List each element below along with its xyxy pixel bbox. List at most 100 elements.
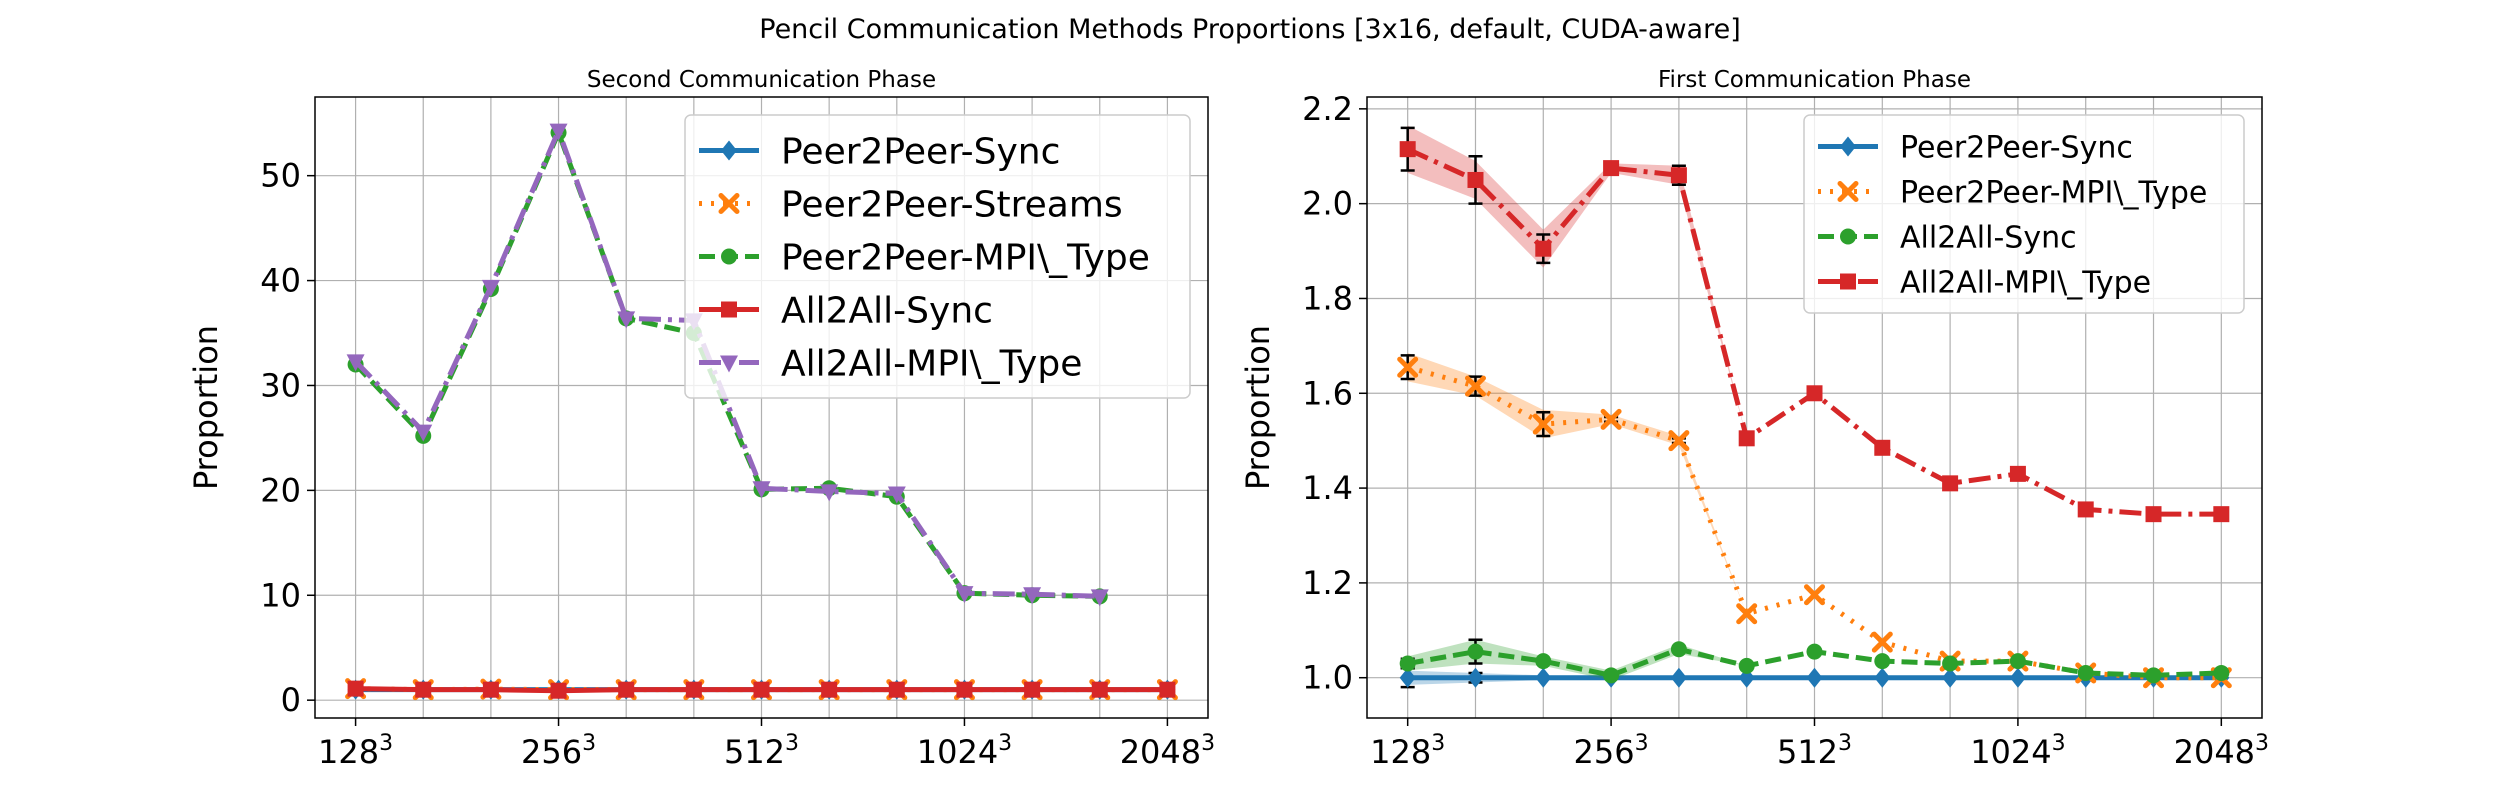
legend: Peer2Peer-Sync Peer2Peer-Streams Peer2Peer…: [684, 114, 1191, 399]
data-point: [346, 354, 365, 372]
legend-marker: [718, 193, 740, 214]
x-tick-label: 5123: [724, 731, 799, 771]
chart-title: Second Communication Phase: [587, 67, 936, 93]
data-point: [347, 680, 364, 697]
series-line: [353, 123, 1100, 599]
data-point: [1668, 430, 1690, 452]
x-tick-label: 20483: [1120, 731, 1215, 771]
legend-marker: [721, 248, 737, 265]
y-tick-label: 20: [260, 471, 301, 509]
data-point: [1670, 167, 1687, 184]
legend-item: Peer2Peer-Streams: [699, 184, 1123, 225]
series-band: [1407, 639, 2222, 681]
legend-label: All2All-Sync: [781, 290, 993, 331]
data-point: [1090, 589, 1109, 607]
legend-label: Peer2Peer-Sync: [1900, 130, 2133, 165]
data-point: [956, 681, 973, 698]
legend-box: [684, 114, 1191, 399]
data-point: [1399, 141, 1416, 158]
data-point: [1942, 475, 1959, 492]
data-point: [1091, 681, 1108, 698]
second-phase-chart: 0 10 20 30 40 50 1283 2563 5123 10243 20483 Second …: [187, 67, 1215, 771]
x-tick-label: 10243: [917, 731, 1012, 771]
data-point: [415, 681, 432, 698]
data-point: [1603, 667, 1620, 684]
data-point: [1399, 655, 1416, 672]
legend: Peer2Peer-Sync Peer2Peer-MPI\_Type All2All…: [1803, 114, 2245, 314]
plot-area: [1397, 125, 2232, 689]
data-point: [1738, 657, 1755, 674]
y-tick-label: 1.2: [1302, 564, 1353, 602]
y-tick-label: 1.8: [1302, 279, 1353, 317]
x-tick-label: 1283: [1370, 731, 1445, 771]
y-tick-label: 2.0: [1302, 185, 1353, 223]
data-point: [1399, 667, 1416, 688]
series-2: [1399, 638, 2230, 684]
legend-marker: [1840, 228, 1856, 245]
legend-marker: [720, 355, 738, 373]
data-point: [1024, 681, 1041, 698]
legend-marker: [1840, 136, 1856, 157]
data-point: [2077, 501, 2094, 518]
data-point: [1603, 160, 1620, 177]
data-point: [1871, 631, 1893, 653]
legend-box: [1803, 114, 2245, 314]
data-point: [887, 486, 906, 504]
legend-label: All2All-Sync: [1900, 220, 2077, 255]
data-point: [820, 484, 839, 502]
series-line: [353, 125, 1100, 599]
data-point: [2009, 667, 2026, 688]
legend-label: Peer2Peer-MPI\_Type: [781, 237, 1150, 278]
data-point: [2009, 465, 2026, 482]
data-point: [549, 123, 568, 141]
legend-marker: [721, 140, 737, 161]
y-tick-label: 2.2: [1302, 90, 1353, 128]
y-tick-label: 30: [260, 366, 301, 404]
series-3: [1399, 125, 2230, 523]
plot-area: [345, 123, 1178, 701]
series-0: [1399, 666, 2230, 689]
data-point: [1467, 667, 1484, 688]
data-point: [1535, 653, 1552, 670]
legend-label: Peer2Peer-MPI\_Type: [1900, 175, 2207, 210]
y-tick-label: 10: [260, 576, 301, 614]
data-point: [1738, 430, 1755, 447]
y-axis-label: Proportion: [187, 325, 225, 490]
data-point: [1874, 667, 1891, 688]
legend-item: All2All-Sync: [1818, 220, 2077, 255]
data-point: [1806, 385, 1823, 402]
legend-item: All2All-MPI\_Type: [1818, 265, 2151, 300]
x-tick-label: 20483: [2174, 731, 2269, 771]
data-point: [2213, 664, 2230, 681]
data-point: [1600, 408, 1622, 430]
y-tick-label: 1.6: [1302, 374, 1353, 412]
data-point: [2077, 664, 2094, 681]
data-point: [2213, 506, 2230, 523]
legend-label: All2All-MPI\_Type: [781, 343, 1082, 384]
x-tick-label: 2563: [521, 731, 596, 771]
legend-item: Peer2Peer-MPI\_Type: [1818, 175, 2207, 210]
y-axis-label: Proportion: [1239, 325, 1277, 490]
data-point: [888, 681, 905, 698]
legend-item: Peer2Peer-Sync: [699, 131, 1060, 172]
data-point: [2009, 653, 2026, 670]
legend-item: All2All-MPI\_Type: [699, 343, 1082, 384]
figure-title: Pencil Communication Methods Proportions…: [759, 14, 1741, 45]
data-point: [1670, 667, 1687, 688]
legend-marker: [721, 301, 737, 318]
data-point: [1670, 641, 1687, 658]
x-tick-label: 2563: [1574, 731, 1649, 771]
data-point: [955, 586, 974, 604]
legend-item: Peer2Peer-Sync: [1818, 130, 2133, 165]
legend-label: Peer2Peer-Streams: [781, 184, 1123, 225]
data-point: [1874, 653, 1891, 670]
series-3: [347, 680, 1176, 699]
legend-item: All2All-Sync: [699, 290, 993, 331]
data-point: [1397, 356, 1419, 378]
data-point: [617, 311, 636, 329]
series-band: [1407, 352, 2222, 678]
data-point: [753, 681, 770, 698]
y-tick-label: 1.0: [1302, 659, 1353, 697]
legend-label: All2All-MPI\_Type: [1900, 265, 2151, 300]
